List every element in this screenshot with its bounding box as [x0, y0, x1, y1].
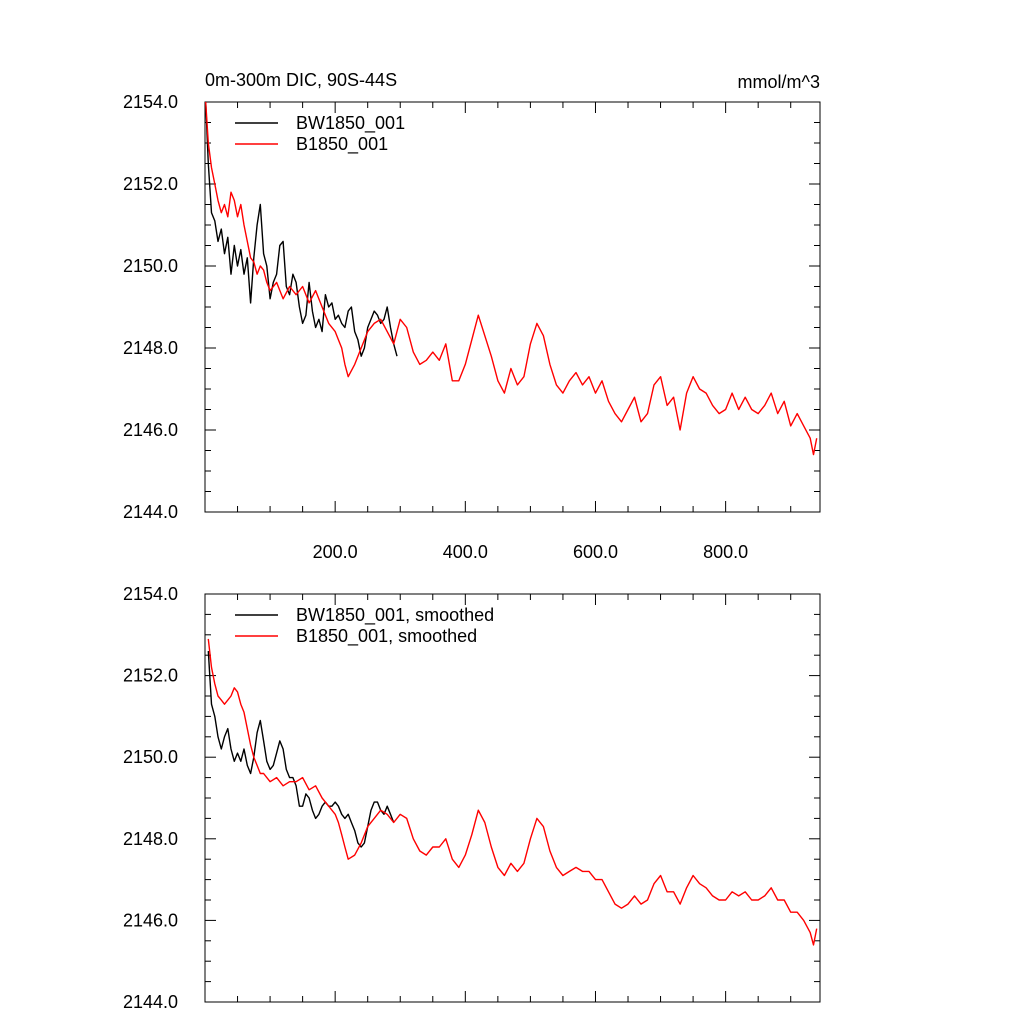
x-tick-label: 600.0	[573, 542, 618, 562]
series-line-0	[205, 101, 398, 357]
legend-entry-1: B1850_001	[296, 134, 388, 155]
y-tick-label: 2150.0	[123, 747, 178, 767]
y-tick-label: 2154.0	[123, 92, 178, 112]
y-tick-label: 2152.0	[123, 666, 178, 686]
legend-entry-0: BW1850_001, smoothed	[296, 605, 494, 626]
x-tick-label: 200.0	[313, 542, 358, 562]
top-panel: 2144.0 2146.0 2148.0 2150.0 2152.0 2154.0 200.…	[123, 70, 821, 562]
series-line-1	[207, 638, 818, 946]
chart-title: 0m-300m DIC, 90S-44S	[205, 70, 397, 90]
y-tick-label: 2148.0	[123, 829, 178, 849]
series-line-1	[205, 101, 818, 456]
y-tick-label: 2148.0	[123, 338, 178, 358]
y-tick-label: 2146.0	[123, 910, 178, 930]
x-tick-label: 400.0	[443, 542, 488, 562]
x-tick-label: 800.0	[703, 542, 748, 562]
y-tick-label: 2146.0	[123, 420, 178, 440]
units-label: mmol/m^3	[738, 72, 820, 92]
plot-frame	[204, 593, 821, 1003]
legend-entry-1: B1850_001, smoothed	[296, 626, 477, 647]
series-line-0	[207, 651, 395, 848]
plot-frame	[204, 101, 821, 513]
legend-entry-0: BW1850_001	[296, 113, 405, 134]
y-tick-label: 2152.0	[123, 174, 178, 194]
y-tick-label: 2144.0	[123, 992, 178, 1012]
y-tick-label: 2154.0	[123, 584, 178, 604]
bottom-panel: 2144.0 2146.0 2148.0 2150.0 2152.0 2154.0 BW18…	[123, 584, 821, 1012]
y-tick-label: 2144.0	[123, 502, 178, 522]
y-tick-label: 2150.0	[123, 256, 178, 276]
